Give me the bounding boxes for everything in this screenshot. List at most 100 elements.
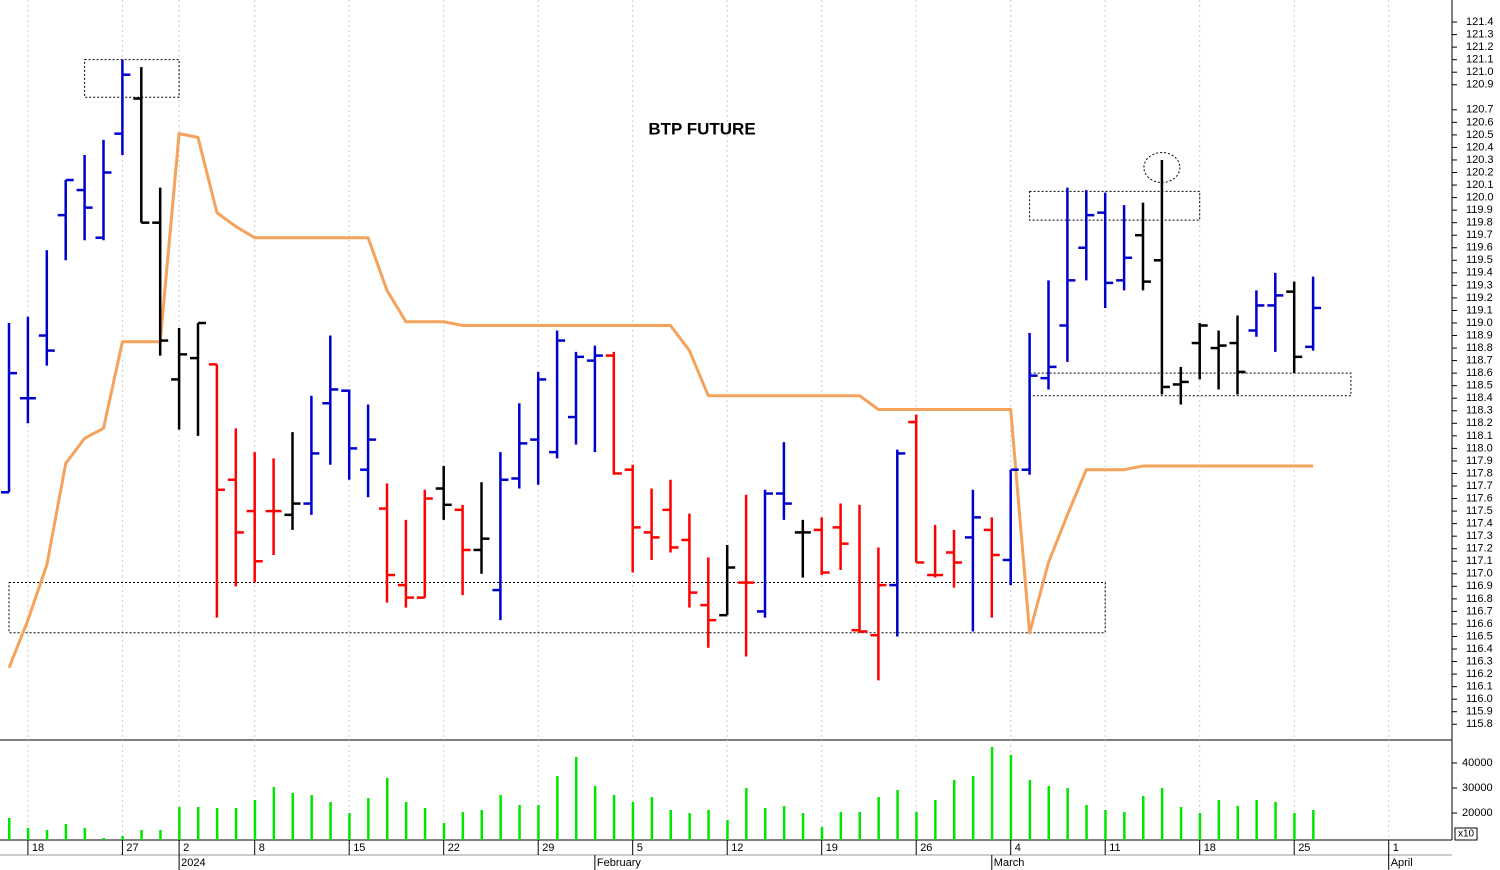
volume-bar: [461, 812, 465, 840]
volume-bar: [499, 795, 502, 840]
volume-bar: [820, 827, 824, 840]
volume-bar: [801, 813, 805, 840]
y-tick-label: 116.9: [1466, 580, 1493, 592]
volume-bar: [386, 778, 389, 840]
volume-bar: [8, 818, 11, 840]
volume-bar: [310, 795, 313, 840]
y-tick-label: 117.0: [1466, 568, 1493, 580]
volume-bar: [556, 776, 559, 840]
y-tick-label: 120.0: [1466, 192, 1494, 204]
volume-bar: [367, 798, 370, 840]
y-tick-label: 121.2: [1466, 41, 1494, 53]
volume-bar: [1066, 788, 1069, 840]
volume-bar: [707, 810, 710, 840]
y-tick-label: 118.9: [1466, 329, 1493, 341]
y-tick-label: 120.3: [1466, 154, 1494, 166]
y-tick-label: 117.3: [1466, 530, 1493, 542]
month-label: April: [1391, 857, 1413, 869]
volume-tick-label: 30000: [1462, 782, 1493, 794]
y-tick-label: 119.8: [1466, 217, 1493, 229]
volume-bar: [669, 810, 672, 840]
volume-bar: [915, 812, 918, 840]
y-tick-label: 118.3: [1466, 405, 1493, 417]
volume-bar: [1085, 805, 1088, 840]
y-tick-label: 116.1: [1466, 681, 1493, 693]
volume-bar: [272, 787, 276, 840]
y-tick-label: 119.0: [1466, 317, 1493, 329]
volume-bar: [159, 830, 162, 840]
y-tick-label: 120.9: [1466, 79, 1494, 91]
volume-bar: [896, 790, 899, 840]
volume-bar: [1236, 806, 1239, 840]
volume-bar: [971, 776, 975, 840]
y-tick-label: 120.5: [1466, 129, 1494, 141]
volume-bar: [102, 838, 105, 840]
volume-bar: [1123, 812, 1126, 840]
volume-bar: [1179, 807, 1183, 840]
y-tick-label: 118.7: [1466, 355, 1493, 367]
x-tick-label: 18: [32, 842, 44, 854]
volume-bar: [1198, 813, 1202, 840]
y-tick-label: 115.8: [1466, 718, 1493, 730]
volume-bar: [934, 800, 937, 840]
volume-bar: [745, 788, 748, 840]
month-label: March: [994, 857, 1025, 869]
x-tick-label: 22: [448, 842, 460, 854]
y-tick-label: 119.4: [1466, 267, 1493, 279]
x-tick-label: 19: [826, 842, 838, 854]
month-label: 2024: [181, 857, 205, 869]
x-tick-label: 18: [1204, 842, 1216, 854]
month-label: February: [597, 857, 642, 869]
y-tick-label: 117.4: [1466, 518, 1493, 530]
y-tick-label: 115.9: [1466, 706, 1493, 718]
y-tick-label: 117.5: [1466, 505, 1493, 517]
volume-bar: [26, 828, 30, 840]
y-tick-label: 120.7: [1466, 104, 1494, 116]
volume-bar: [537, 805, 540, 840]
y-tick-label: 119.7: [1466, 229, 1493, 241]
y-tick-label: 116.4: [1466, 643, 1493, 655]
volume-bar: [480, 810, 483, 840]
volume-bar: [404, 802, 408, 840]
x-tick-label: 1: [1393, 842, 1399, 854]
volume-bar: [1104, 810, 1107, 840]
volume-bar: [1274, 802, 1277, 840]
volume-bar: [1255, 800, 1258, 840]
volume-bar: [726, 820, 729, 840]
x-tick-label: 5: [637, 842, 643, 854]
volume-bar: [234, 808, 238, 840]
y-tick-label: 120.1: [1466, 179, 1494, 191]
volume-bar: [612, 795, 616, 840]
x-tick-label: 26: [920, 842, 932, 854]
volume-bar: [1009, 755, 1013, 840]
volume-tick-label: 40000: [1462, 757, 1493, 769]
volume-tick-label: 20000: [1462, 807, 1493, 819]
y-tick-label: 119.5: [1466, 254, 1493, 266]
volume-bar: [593, 786, 597, 840]
volume-bar: [442, 823, 446, 840]
y-tick-label: 117.1: [1466, 555, 1493, 567]
y-tick-label: 120.6: [1466, 116, 1494, 128]
y-tick-label: 118.1: [1466, 430, 1493, 442]
y-tick-label: 121.1: [1466, 54, 1494, 66]
volume-bar: [1293, 813, 1296, 840]
y-tick-label: 116.8: [1466, 593, 1493, 605]
volume-bar: [688, 813, 691, 840]
volume-bar: [1160, 788, 1164, 840]
y-tick-label: 116.2: [1466, 668, 1493, 680]
y-tick-label: 120.4: [1466, 141, 1494, 153]
trail-line: [7, 132, 1314, 669]
volume-bar: [1312, 810, 1315, 840]
volume-bar: [423, 808, 427, 840]
y-tick-label: 118.8: [1466, 342, 1493, 354]
volume-bar: [45, 830, 49, 840]
y-tick-label: 117.2: [1466, 543, 1493, 555]
volume-bar: [253, 800, 257, 840]
y-tick-label: 116.5: [1466, 630, 1493, 642]
x-tick-label: 11: [1109, 842, 1120, 854]
y-tick-label: 121.0: [1466, 66, 1494, 78]
x-tick-label: 15: [353, 842, 365, 854]
y-tick-label: 118.6: [1466, 367, 1493, 379]
